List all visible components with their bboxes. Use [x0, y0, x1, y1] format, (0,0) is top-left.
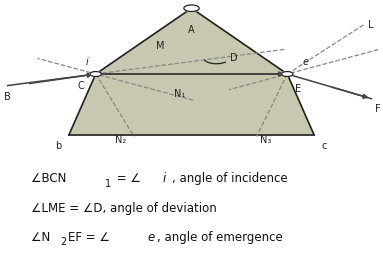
- Text: c: c: [322, 141, 327, 151]
- Circle shape: [184, 5, 199, 12]
- Circle shape: [282, 71, 293, 77]
- Text: N₂: N₂: [115, 135, 126, 145]
- Text: F: F: [375, 104, 381, 114]
- Text: i: i: [85, 57, 88, 67]
- Polygon shape: [69, 74, 314, 135]
- Polygon shape: [96, 8, 287, 74]
- Text: ∠LME = ∠D, angle of deviation: ∠LME = ∠D, angle of deviation: [31, 202, 216, 215]
- Text: i: i: [163, 172, 166, 185]
- Text: L: L: [368, 20, 373, 30]
- Text: 2: 2: [61, 237, 67, 247]
- Text: e: e: [303, 57, 309, 67]
- Text: A: A: [188, 25, 195, 35]
- Circle shape: [90, 71, 101, 77]
- Text: N₂: N₂: [382, 38, 383, 48]
- Text: ∠N: ∠N: [31, 231, 50, 244]
- Text: M: M: [156, 41, 165, 51]
- Text: b: b: [55, 141, 61, 151]
- Text: ∠BCN: ∠BCN: [31, 172, 66, 185]
- Text: E: E: [295, 84, 301, 94]
- Text: N₃: N₃: [260, 135, 272, 145]
- Text: , angle of emergence: , angle of emergence: [157, 231, 283, 244]
- Text: EF = ∠: EF = ∠: [68, 231, 110, 244]
- Text: e: e: [147, 231, 155, 244]
- Text: a: a: [188, 0, 195, 2]
- Text: , angle of incidence: , angle of incidence: [172, 172, 288, 185]
- Text: N₁: N₁: [174, 88, 185, 98]
- Text: 1: 1: [105, 179, 111, 189]
- Text: D: D: [230, 53, 237, 63]
- Text: C: C: [77, 81, 84, 91]
- Text: B: B: [4, 92, 11, 102]
- Text: = ∠: = ∠: [113, 172, 141, 185]
